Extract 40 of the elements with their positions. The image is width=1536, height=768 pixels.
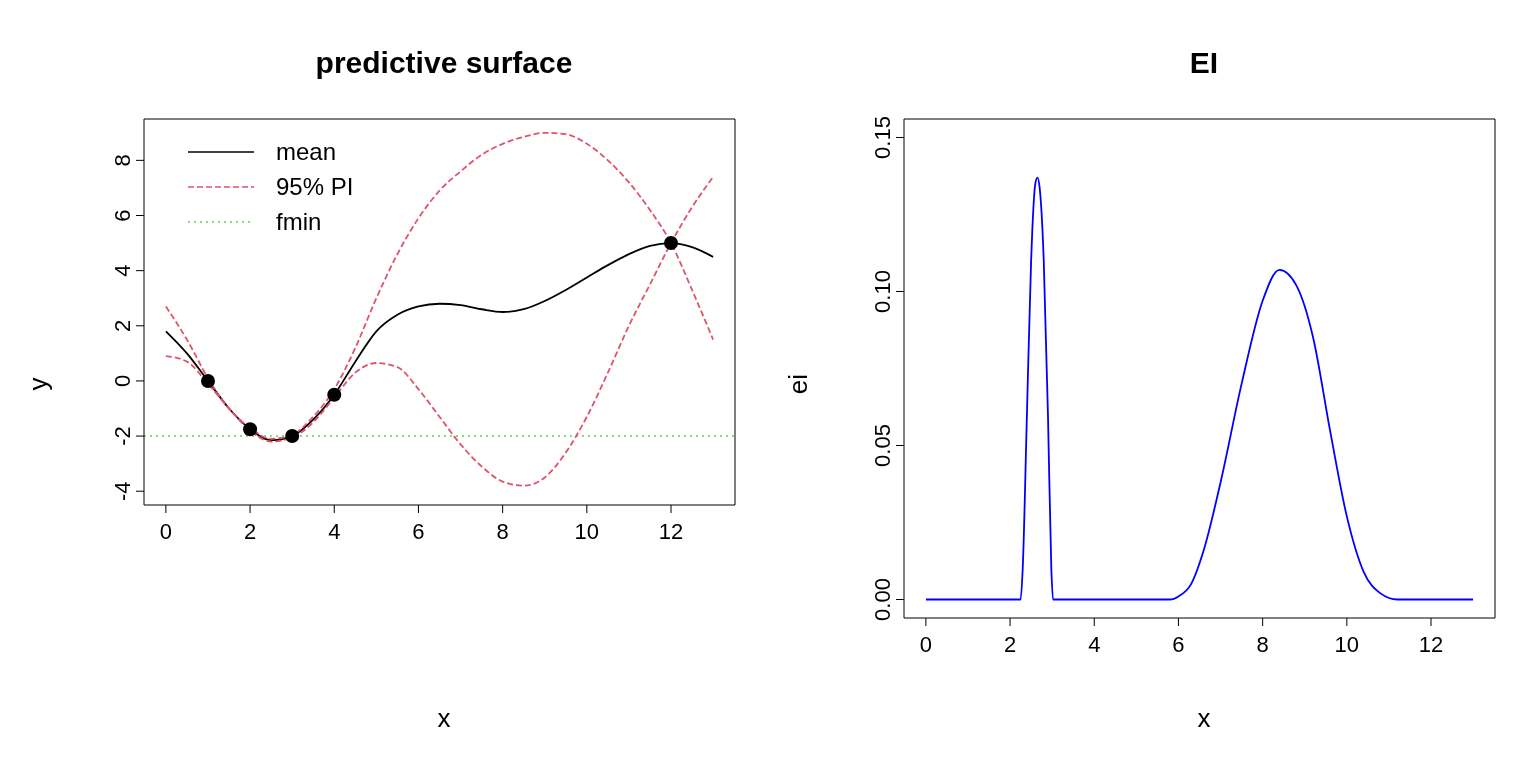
x-tick-label: 0 <box>159 518 173 544</box>
x-tick-label: 12 <box>1418 631 1444 657</box>
y-tick-label: 0.00 <box>870 578 895 621</box>
x-tick-label: 4 <box>328 518 341 544</box>
point <box>200 373 215 388</box>
x-tick-label: 8 <box>496 518 509 544</box>
x-tick-label: 2 <box>243 518 257 544</box>
x-tick-label: 10 <box>574 518 600 544</box>
legend-label: fmin <box>276 207 322 237</box>
x-tick-label: 4 <box>1088 631 1101 657</box>
chart-title: predictive surface <box>314 46 574 80</box>
x-tick-label: 10 <box>1334 631 1360 657</box>
x-tick-label: 0 <box>919 631 933 657</box>
point <box>285 429 300 444</box>
x-axis-title: x <box>436 703 452 734</box>
y-tick-label: 4 <box>110 264 135 277</box>
x-tick-label: 6 <box>1172 631 1185 657</box>
chart-title: EI <box>1188 46 1220 80</box>
x-tick-label: 8 <box>1256 631 1269 657</box>
legend-label: 95% PI <box>276 172 354 202</box>
x-tick-label: 12 <box>658 518 684 544</box>
x-tick-label: 2 <box>1003 631 1017 657</box>
y-tick-label: 0.05 <box>870 424 895 467</box>
y-axis-title: ei <box>782 372 814 397</box>
y-axis-title: y <box>22 376 54 393</box>
y-tick-label: 0.15 <box>870 116 895 159</box>
legend-label: mean <box>276 137 337 167</box>
x-tick-label: 6 <box>412 518 425 544</box>
point <box>664 236 679 251</box>
y-tick-label: -2 <box>110 426 135 446</box>
y-tick-label: 0.10 <box>870 270 895 313</box>
y-tick-label: 8 <box>110 154 135 167</box>
x-axis-title: x <box>1196 703 1212 734</box>
point <box>327 387 342 402</box>
y-tick-label: 2 <box>110 319 135 332</box>
y-tick-label: 0 <box>110 374 135 388</box>
y-tick-label: 6 <box>110 209 135 222</box>
y-tick-label: -4 <box>110 481 135 501</box>
point <box>243 422 258 437</box>
line-series <box>924 176 1475 601</box>
